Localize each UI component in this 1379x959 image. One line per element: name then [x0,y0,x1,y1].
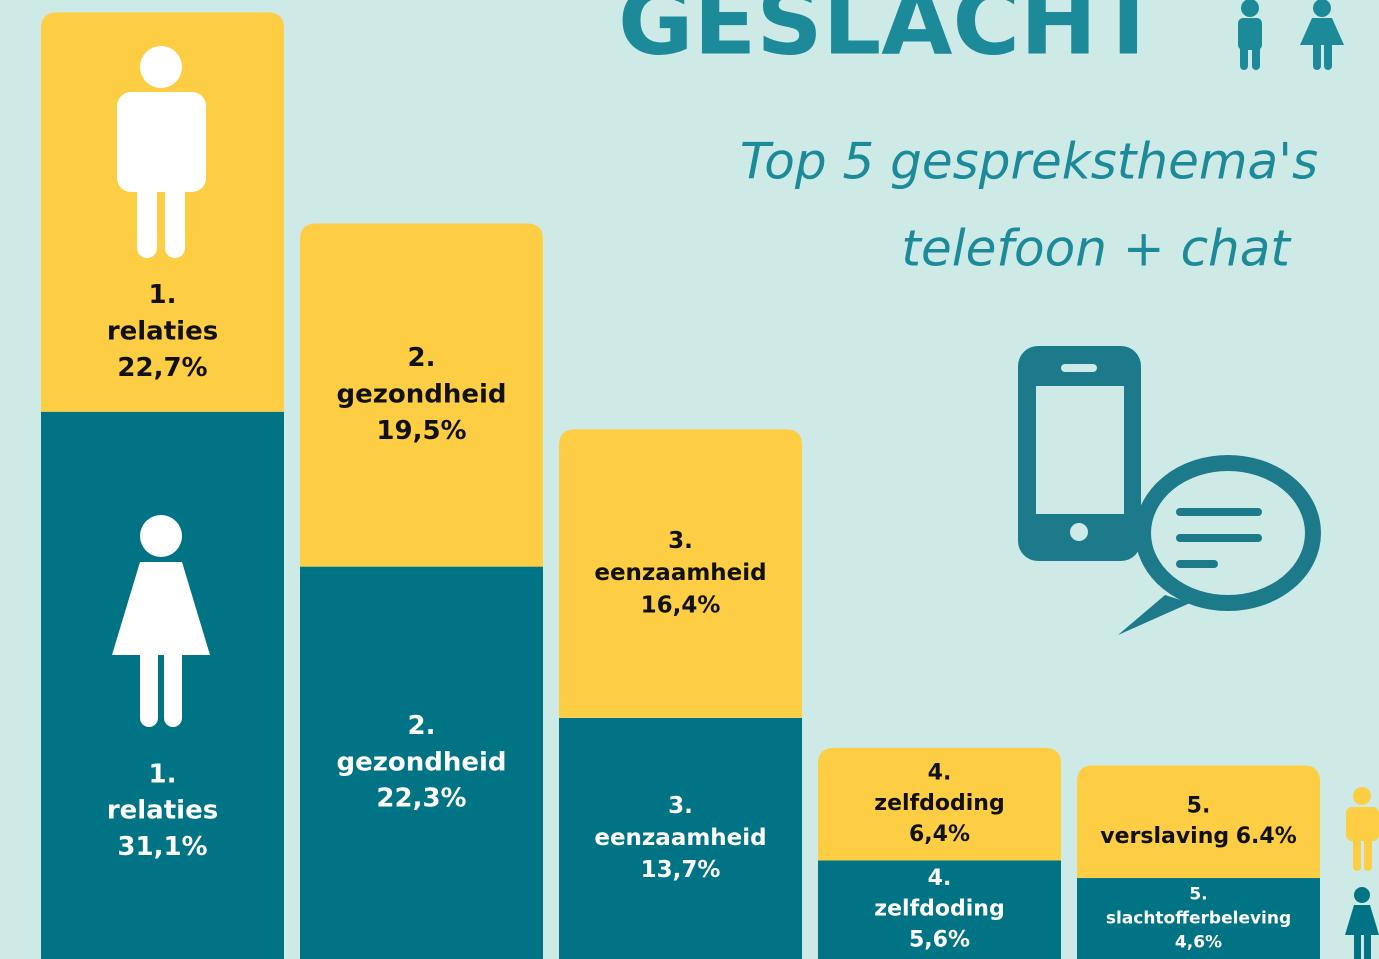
value-label: 22,3% [376,784,466,814]
bar-segment [41,12,284,412]
value-label: 13,7% [641,857,721,883]
value-label: 6.4% [1236,824,1297,849]
segment-label: verslaving 6.4% [1100,824,1297,849]
bar-segment [559,429,802,718]
bar-segment [1077,878,1320,959]
subtitle: telefoon + chat [901,220,1292,278]
bar-segment [818,860,1061,959]
theme-label: gezondheid [336,747,506,777]
theme-label: verslaving [1100,824,1229,849]
theme-label: relaties [107,316,218,346]
value-label: 4,6% [1175,932,1222,952]
woman-icon [112,515,210,727]
phone-icon [1018,346,1141,561]
rank-label: 1. [149,280,177,310]
value-label: 19,5% [376,416,466,446]
theme-label: eenzaamheid [594,560,766,586]
chat-icon [1118,455,1321,635]
bar-segment [300,223,543,567]
rank-label: 2. [408,711,436,741]
man-icon [117,46,206,258]
rank-label: 3. [668,528,693,554]
theme-label: zelfdoding [874,791,1004,816]
title-icons [1238,0,1344,70]
value-label: 6,4% [909,822,970,847]
theme-label: relaties [107,796,218,826]
theme-label: zelfdoding [874,897,1004,922]
bar-segment [559,717,802,959]
rank-label: 4. [928,866,952,891]
rank-label: 5. [1187,793,1211,818]
bar-segment [41,411,284,959]
legend-woman-icon [1345,887,1379,959]
rank-label: 3. [668,793,693,819]
value-label: 16,4% [641,592,721,618]
theme-label: gezondheid [336,380,506,410]
theme-label: eenzaamheid [594,825,766,851]
bar-segment [300,566,543,959]
chart-title: GESLACHT [618,0,1160,75]
rank-label: 1. [149,759,177,789]
rank-label: 4. [928,760,952,785]
rank-label: 2. [408,343,436,373]
theme-label: slachtofferbeleving [1106,909,1291,929]
legend-man-icon [1346,787,1379,871]
rank-label: 5. [1189,885,1207,905]
bar-segment [818,747,1061,861]
bar-segment [1077,765,1320,879]
value-label: 22,7% [117,353,207,383]
value-label: 31,1% [117,832,207,862]
subtitle: Top 5 gespreksthema's [740,133,1318,191]
value-label: 5,6% [909,928,970,953]
